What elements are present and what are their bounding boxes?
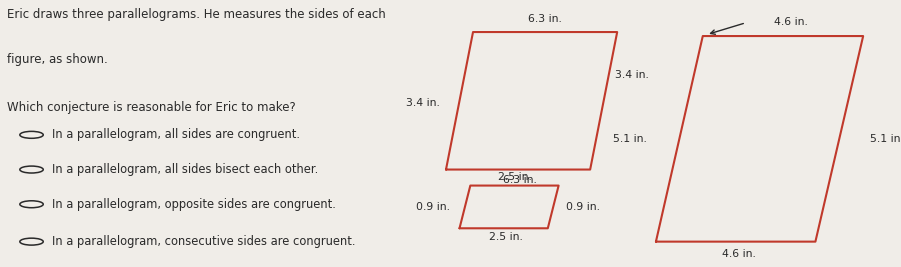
- Text: Which conjecture is reasonable for Eric to make?: Which conjecture is reasonable for Eric …: [7, 101, 296, 115]
- Text: In a parallelogram, all sides are congruent.: In a parallelogram, all sides are congru…: [52, 128, 300, 141]
- Text: In a parallelogram, opposite sides are congruent.: In a parallelogram, opposite sides are c…: [52, 198, 336, 211]
- Text: figure, as shown.: figure, as shown.: [7, 53, 108, 66]
- Text: 2.5 in.: 2.5 in.: [489, 232, 523, 242]
- Text: 4.6 in.: 4.6 in.: [774, 17, 808, 27]
- Text: 2.5 in.: 2.5 in.: [498, 172, 532, 182]
- Text: 6.3 in.: 6.3 in.: [528, 14, 562, 24]
- Text: 0.9 in.: 0.9 in.: [566, 202, 600, 212]
- Text: Eric draws three parallelograms. He measures the sides of each: Eric draws three parallelograms. He meas…: [7, 8, 386, 21]
- Text: 3.4 in.: 3.4 in.: [405, 98, 440, 108]
- Text: 6.3 in.: 6.3 in.: [503, 175, 537, 185]
- Text: 5.1 in.: 5.1 in.: [613, 134, 647, 144]
- Text: 0.9 in.: 0.9 in.: [416, 202, 450, 212]
- Text: In a parallelogram, consecutive sides are congruent.: In a parallelogram, consecutive sides ar…: [52, 235, 356, 248]
- Text: 5.1 in.: 5.1 in.: [870, 134, 901, 144]
- Text: 4.6 in.: 4.6 in.: [722, 249, 756, 259]
- Text: In a parallelogram, all sides bisect each other.: In a parallelogram, all sides bisect eac…: [52, 163, 319, 176]
- Text: 3.4 in.: 3.4 in.: [614, 70, 649, 80]
